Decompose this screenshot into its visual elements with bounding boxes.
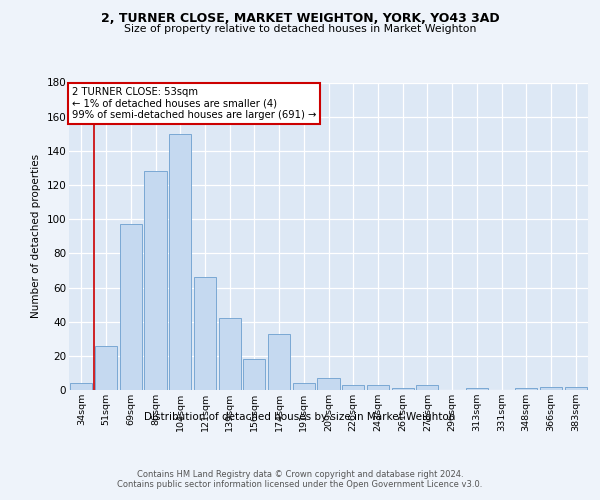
Bar (194, 277, 216, 390)
Bar (218, 318, 241, 390)
Bar (565, 386, 587, 390)
Text: Distribution of detached houses by size in Market Weighton: Distribution of detached houses by size … (145, 412, 455, 422)
Bar (317, 378, 340, 390)
Bar (145, 172, 167, 390)
Bar (70, 383, 92, 390)
Bar (515, 388, 538, 390)
Bar (367, 385, 389, 390)
Bar (119, 224, 142, 390)
Bar (342, 385, 364, 390)
Text: Contains HM Land Registry data © Crown copyright and database right 2024.: Contains HM Land Registry data © Crown c… (137, 470, 463, 479)
Bar (268, 334, 290, 390)
Bar (293, 383, 315, 390)
Bar (169, 134, 191, 390)
Text: 2 TURNER CLOSE: 53sqm
← 1% of detached houses are smaller (4)
99% of semi-detach: 2 TURNER CLOSE: 53sqm ← 1% of detached h… (71, 87, 316, 120)
Text: 2, TURNER CLOSE, MARKET WEIGHTON, YORK, YO43 3AD: 2, TURNER CLOSE, MARKET WEIGHTON, YORK, … (101, 12, 499, 26)
Y-axis label: Number of detached properties: Number of detached properties (31, 154, 41, 318)
Text: Size of property relative to detached houses in Market Weighton: Size of property relative to detached ho… (124, 24, 476, 34)
Text: Contains public sector information licensed under the Open Government Licence v3: Contains public sector information licen… (118, 480, 482, 489)
Bar (540, 386, 562, 390)
Bar (95, 346, 117, 390)
Bar (416, 385, 439, 390)
Bar (392, 388, 414, 390)
Bar (466, 388, 488, 390)
Bar (243, 359, 265, 390)
